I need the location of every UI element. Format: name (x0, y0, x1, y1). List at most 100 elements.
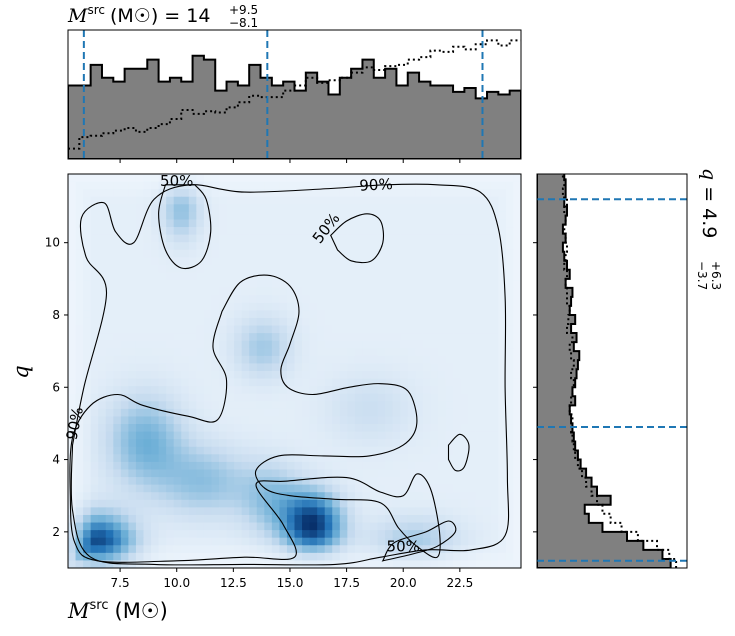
heatmap-cell (468, 348, 477, 357)
heatmap-cell (286, 424, 296, 433)
heatmap-cell (430, 249, 439, 258)
heatmap-cell (490, 272, 499, 281)
heatmap-cell (498, 302, 507, 311)
heatmap-cell (90, 507, 99, 516)
heatmap-cell (249, 234, 258, 243)
heatmap-cell (385, 348, 394, 357)
heatmap-cell (98, 431, 107, 440)
heatmap-cell (332, 189, 341, 198)
heatmap-cell (294, 355, 303, 365)
heatmap-cell (332, 211, 341, 221)
heatmap-cell (226, 204, 235, 213)
heatmap-cell (120, 499, 129, 508)
heatmap-cell (286, 461, 296, 471)
heatmap-cell (105, 348, 114, 357)
heatmap-cell (173, 317, 182, 327)
heatmap-cell (354, 189, 364, 198)
heatmap-cell (151, 446, 160, 455)
heatmap-cell (128, 461, 137, 471)
heatmap-cell (324, 333, 333, 342)
heatmap-cell (362, 340, 371, 349)
heatmap-cell (188, 560, 197, 568)
heatmap-cell (453, 461, 462, 471)
heatmap-cell (83, 469, 92, 478)
heatmap-cell (475, 416, 484, 425)
heatmap-cell (68, 317, 77, 327)
heatmap-cell (181, 492, 190, 501)
heatmap-cell (120, 461, 129, 471)
heatmap-cell (226, 378, 235, 387)
heatmap-cell (513, 507, 521, 516)
heatmap-cell (75, 469, 84, 478)
heatmap-cell (309, 492, 318, 501)
heatmap-cell (362, 545, 371, 554)
heatmap-cell (407, 401, 416, 410)
heatmap-cell (68, 363, 77, 372)
heatmap-cell (75, 560, 84, 568)
heatmap-cell (203, 317, 213, 327)
heatmap-cell (241, 537, 250, 546)
heatmap-cell (302, 560, 311, 568)
heatmap-cell (68, 181, 77, 190)
heatmap-cell (120, 355, 129, 365)
heatmap-cell (294, 552, 303, 562)
heatmap-cell (98, 204, 107, 213)
heatmap-cell (219, 302, 228, 311)
heatmap-cell (430, 325, 439, 334)
posterior-histogram (68, 54, 521, 159)
heatmap-cell (279, 181, 288, 190)
heatmap-cell (271, 492, 280, 501)
heatmap-cell (75, 499, 84, 508)
heatmap-cell (445, 227, 454, 236)
heatmap-cell (234, 242, 243, 251)
heatmap-cell (279, 211, 288, 221)
heatmap-cell (203, 174, 213, 183)
heatmap-cell (166, 272, 175, 281)
heatmap-cell (219, 295, 228, 304)
heatmap-cell (475, 378, 484, 387)
heatmap-cell (422, 310, 431, 319)
heatmap-cell (324, 363, 333, 372)
heatmap-cell (332, 181, 341, 190)
y-tick-label: 4 (52, 453, 60, 467)
heatmap-cell (460, 552, 469, 562)
heatmap-cell (324, 477, 333, 486)
heatmap-cell (385, 431, 394, 440)
heatmap-cell (483, 416, 492, 425)
heatmap-cell (188, 211, 197, 221)
heatmap-cell (166, 507, 175, 516)
heatmap-cell (219, 514, 228, 524)
heatmap-cell (181, 439, 190, 448)
x-tick-label: 7.5 (111, 576, 130, 590)
heatmap-cell (407, 181, 416, 190)
heatmap-cell (105, 280, 114, 289)
heatmap-cell (513, 287, 521, 296)
heatmap-cell (203, 492, 213, 501)
heatmap-cell (271, 537, 280, 546)
heatmap-cell (309, 386, 318, 395)
heatmap-cell (302, 386, 311, 395)
heatmap-cell (196, 219, 205, 228)
heatmap-cell (332, 310, 341, 319)
heatmap-cell (505, 257, 515, 266)
heatmap-cell (513, 219, 521, 228)
heatmap-cell (135, 249, 145, 258)
heatmap-cell (385, 386, 394, 395)
heatmap-cell (354, 219, 364, 228)
heatmap-cell (151, 522, 160, 531)
heatmap-cell (264, 272, 273, 281)
heatmap-cell (158, 477, 167, 486)
heatmap-cell (188, 280, 197, 289)
heatmap-cell (211, 386, 220, 395)
heatmap-cell (407, 333, 416, 342)
heatmap-cell (430, 174, 439, 183)
heatmap-cell (309, 514, 318, 524)
heatmap-cell (422, 424, 431, 433)
heatmap-cell (173, 174, 182, 183)
heatmap-cell (143, 355, 152, 365)
heatmap-cell (362, 484, 371, 493)
heatmap-cell (498, 522, 507, 531)
heatmap-cell (151, 537, 160, 546)
heatmap-cell (113, 393, 122, 402)
heatmap-cell (354, 431, 364, 440)
